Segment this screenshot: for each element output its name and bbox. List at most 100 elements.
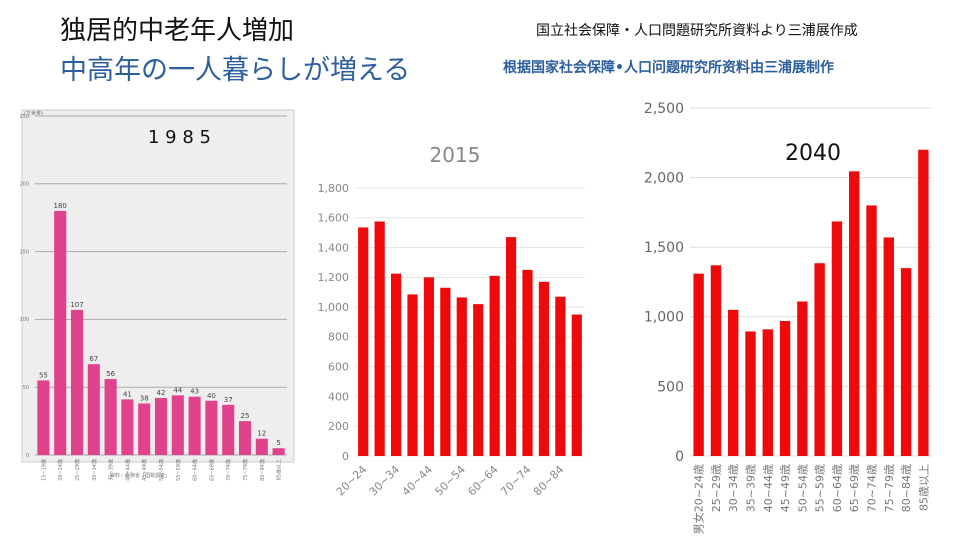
bar xyxy=(205,400,218,455)
x-tick-label: 55~59歳 xyxy=(814,464,827,512)
y-tick-label: 1,800 xyxy=(318,182,350,195)
x-tick-label: 75~79歳 xyxy=(883,464,896,512)
x-tick-label: 40~44歳 xyxy=(124,459,131,481)
data-label: 40 xyxy=(207,392,216,400)
y-tick-label: 1,500 xyxy=(644,240,684,256)
x-tick-label: 20~24歳 xyxy=(57,459,64,481)
x-tick-label: 35~39歳 xyxy=(745,464,758,512)
x-tick-label: 25~29歳 xyxy=(74,459,81,481)
x-tick-label: 60~64歳 xyxy=(192,459,199,481)
x-tick-label: 50~54歳 xyxy=(158,459,165,481)
chart-title: 1 9 8 5 xyxy=(148,127,211,148)
bar xyxy=(473,304,484,456)
bar xyxy=(440,287,451,456)
x-tick-label: 60~64 xyxy=(465,463,501,499)
bar xyxy=(849,171,860,456)
data-label: 56 xyxy=(106,370,115,378)
bar xyxy=(522,269,533,456)
data-label: 44 xyxy=(173,386,182,394)
bar xyxy=(762,329,773,456)
bar xyxy=(883,237,894,456)
bar xyxy=(188,396,201,455)
x-tick-label: 15~19歳 xyxy=(40,459,47,481)
bar xyxy=(358,227,369,456)
bar xyxy=(70,309,84,455)
x-tick-label: 65~69歳 xyxy=(848,464,861,512)
data-label: 38 xyxy=(140,394,149,402)
x-tick-label: 75~79歳 xyxy=(242,459,249,481)
y-tick-label: 200 xyxy=(19,182,29,188)
y-tick-label: 400 xyxy=(328,390,349,403)
x-tick-label: 30~34歳 xyxy=(91,459,98,481)
bar xyxy=(222,404,235,455)
x-tick-label: 70~74 xyxy=(498,463,534,499)
y-tick-label: 200 xyxy=(328,420,349,433)
bar xyxy=(866,205,877,456)
bar xyxy=(918,149,929,456)
source-japanese: 国立社会保障・人口問題研究所資料より三浦展作成 xyxy=(536,23,858,39)
data-label: 107 xyxy=(70,301,83,309)
x-tick-label: 80~84 xyxy=(531,463,567,499)
x-tick-label: 男女20~24歳 xyxy=(692,464,706,534)
bar xyxy=(121,399,134,455)
bar xyxy=(423,277,435,456)
y-tick-label: 1,000 xyxy=(644,310,684,326)
y-tick-label: 2,000 xyxy=(644,171,684,187)
y-tick-label: 0 xyxy=(26,453,29,459)
data-label: 5 xyxy=(276,439,280,447)
bar xyxy=(728,309,739,456)
y-tick-label: 600 xyxy=(328,361,349,374)
x-tick-label: 45~49歳 xyxy=(141,459,148,481)
x-tick-label: 30~34歳 xyxy=(727,464,740,512)
chart-title: 2040 xyxy=(785,141,841,166)
bar xyxy=(831,221,843,456)
data-label: 67 xyxy=(89,355,98,363)
data-label: 180 xyxy=(54,202,67,210)
bar xyxy=(779,320,791,456)
y-tick-label: 500 xyxy=(657,379,684,395)
bar xyxy=(900,268,912,456)
x-tick-label: 80~84歳 xyxy=(900,464,913,512)
y-tick-label: 150 xyxy=(19,249,29,255)
x-tick-label: 80~84歳 xyxy=(259,459,266,481)
x-tick-label: 35~39歳 xyxy=(108,459,115,481)
x-tick-label: 70~74歳 xyxy=(225,459,232,481)
y-tick-label: 1,400 xyxy=(318,241,350,254)
title-japanese: 中高年の一人暮らしが増える xyxy=(60,55,411,86)
y-tick-label: 100 xyxy=(19,317,29,323)
data-label: 42 xyxy=(157,389,166,397)
x-tick-label: 60~64歳 xyxy=(831,464,844,512)
y-tick-label: 0 xyxy=(675,449,684,465)
bar xyxy=(710,265,722,456)
y-axis-label: (万世帯) xyxy=(24,110,43,117)
y-tick-label: 2,500 xyxy=(644,101,684,117)
y-tick-label: 250 xyxy=(19,114,29,120)
bar xyxy=(745,331,756,456)
bar xyxy=(693,273,704,456)
bar xyxy=(104,379,117,455)
bar xyxy=(555,296,566,456)
bar xyxy=(505,237,517,456)
data-label: 55 xyxy=(39,371,48,379)
bar xyxy=(489,275,500,456)
bar xyxy=(407,294,418,456)
y-tick-label: 800 xyxy=(328,331,349,344)
x-tick-label: 50~54 xyxy=(432,463,468,499)
data-label: 43 xyxy=(190,388,199,396)
data-label: 25 xyxy=(241,412,250,420)
source-note: 資料：総務省「国勢調査」 xyxy=(110,472,170,479)
bar xyxy=(171,395,184,455)
x-tick-label: 55~59歳 xyxy=(175,459,182,481)
bar xyxy=(390,273,402,456)
data-label: 12 xyxy=(257,430,266,438)
x-tick-label: 40~44歳 xyxy=(762,464,775,512)
bar xyxy=(238,421,252,455)
y-tick-label: 0 xyxy=(342,450,349,463)
x-tick-label: 20~24 xyxy=(334,463,370,499)
bar xyxy=(374,221,385,456)
x-tick-label: 85歳以上 xyxy=(917,464,930,511)
bar xyxy=(54,210,67,455)
y-tick-label: 1,200 xyxy=(318,271,350,284)
bar xyxy=(456,297,467,456)
